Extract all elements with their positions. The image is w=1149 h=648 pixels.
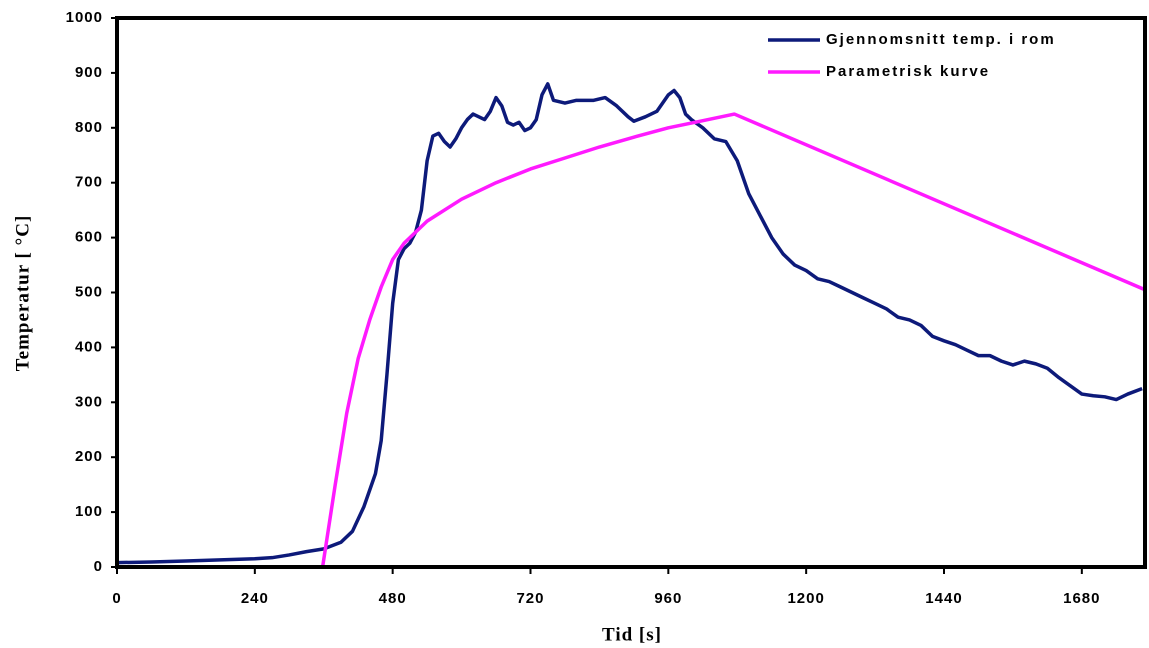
y-tick-label: 600 bbox=[75, 229, 103, 246]
y-tick-label: 900 bbox=[75, 64, 103, 81]
legend-label: Parametrisk kurve bbox=[826, 63, 990, 80]
y-tick-label: 1000 bbox=[66, 9, 103, 26]
y-tick-label: 500 bbox=[75, 283, 103, 300]
legend-label: Gjennomsnitt temp. i rom bbox=[826, 31, 1056, 48]
y-tick-label: 400 bbox=[75, 338, 103, 355]
y-axis-title: Temperatur [ °C] bbox=[12, 215, 33, 372]
x-tick-label: 1680 bbox=[1063, 590, 1100, 607]
y-tick-label: 300 bbox=[75, 393, 103, 410]
x-tick-label: 960 bbox=[654, 590, 682, 607]
x-tick-label: 0 bbox=[112, 590, 121, 607]
x-axis-title: Tid [s] bbox=[602, 624, 662, 645]
series-line bbox=[320, 112, 1146, 568]
y-tick-label: 700 bbox=[75, 174, 103, 191]
x-tick-label: 1440 bbox=[925, 590, 962, 607]
y-tick-label: 100 bbox=[75, 503, 103, 520]
x-tick-label: 720 bbox=[516, 590, 544, 607]
x-tick-label: 240 bbox=[241, 590, 269, 607]
x-tick-label: 480 bbox=[379, 590, 407, 607]
series-line bbox=[116, 82, 1143, 565]
y-tick-label: 0 bbox=[94, 558, 103, 575]
y-tick-label: 200 bbox=[75, 448, 103, 465]
y-tick-label: 800 bbox=[75, 119, 103, 136]
x-tick-label: 1200 bbox=[787, 590, 824, 607]
plot-frame bbox=[115, 16, 1147, 569]
